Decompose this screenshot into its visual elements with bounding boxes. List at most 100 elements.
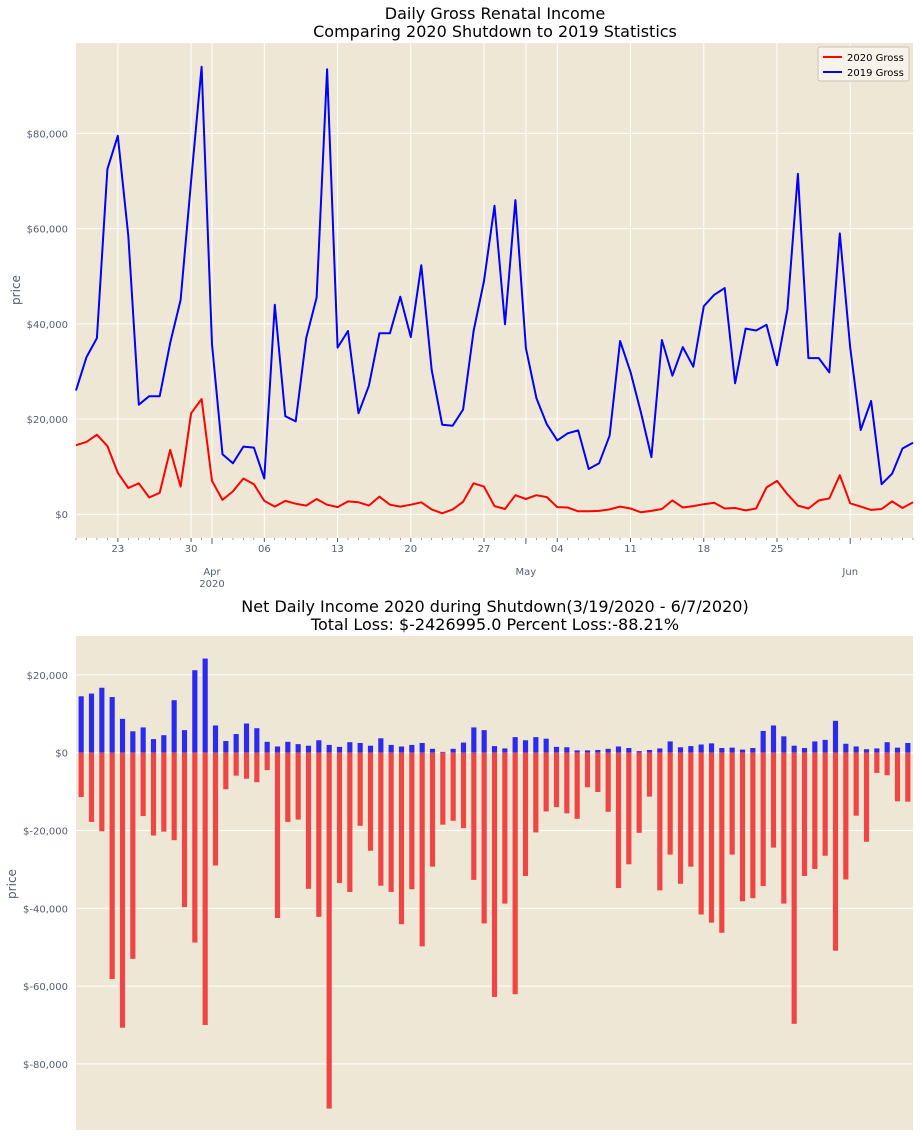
bar-positive — [264, 741, 270, 753]
line-x-tick-sublabel: 2020 — [199, 579, 224, 590]
bar-negative — [822, 752, 828, 856]
bar-negative — [812, 752, 818, 869]
bar-negative — [719, 752, 725, 933]
bar-negative — [739, 752, 746, 902]
bar-negative — [801, 752, 808, 876]
bar-negative — [398, 752, 405, 925]
bar-positive — [564, 747, 570, 753]
series-line-2019-gross — [75, 65, 914, 486]
bar-positive — [843, 743, 849, 753]
line-x-tick-label: May — [516, 567, 537, 578]
line-series-group — [75, 65, 914, 515]
bar-positive — [863, 749, 870, 753]
bar-positive — [522, 740, 529, 753]
bar-negative — [791, 752, 797, 1024]
bar-negative — [636, 752, 642, 833]
bar-positive — [419, 742, 425, 753]
bar-negative — [553, 752, 560, 808]
bar-y-tick-label: $-60,000 — [23, 982, 68, 993]
bar-positive — [729, 747, 735, 753]
bar-y-tick-label: $-40,000 — [23, 904, 68, 915]
bar-positive — [698, 744, 704, 753]
bar-negative — [243, 752, 250, 779]
bar-negative — [894, 752, 901, 802]
bar-positive — [119, 718, 126, 753]
bar-positive — [285, 741, 291, 753]
bar-negative — [853, 752, 859, 816]
line-gridlines — [76, 43, 913, 538]
bar-positive — [905, 742, 911, 753]
bar-positive — [874, 748, 880, 753]
bar-positive — [181, 730, 188, 753]
bar-negative — [667, 752, 673, 855]
line-x-tick-label: 30 — [185, 544, 198, 555]
bar-positive — [460, 742, 467, 753]
bar-negative — [88, 752, 95, 822]
bar-negative — [574, 752, 580, 819]
bar-negative — [543, 752, 549, 812]
bar-negative — [388, 752, 394, 892]
bar-negative — [429, 752, 436, 867]
bar-positive — [719, 748, 725, 753]
bar-positive — [481, 730, 487, 753]
bar-negative — [326, 752, 332, 1109]
line-x-tick-label: 20 — [404, 544, 417, 555]
bar-positive — [791, 745, 797, 753]
bar-positive — [274, 746, 281, 753]
line-x-tick-label: 25 — [771, 544, 784, 555]
bar-y-axis: $20,000 $0 $-20,000 $-40,000 $-60,000 $-80,00… — [23, 671, 68, 1071]
bar-negative — [181, 752, 188, 908]
line-y-tick-label: $0 — [55, 510, 68, 521]
bar-negative — [522, 752, 529, 876]
bar-positive — [491, 746, 498, 753]
bar-positive — [305, 745, 312, 753]
bar-positive — [295, 744, 301, 753]
bar-negative — [781, 752, 787, 904]
bar-positive — [636, 751, 642, 753]
bar-chart-subtitle: Total Loss: $-2426995.0 Percent Loss:-88… — [310, 615, 679, 634]
bar-positive — [192, 670, 198, 753]
bar-positive — [832, 720, 839, 753]
bar-positive — [202, 658, 208, 753]
bar-positive — [533, 737, 539, 753]
bar-positive — [316, 740, 322, 753]
bar-positive — [657, 748, 663, 753]
bar-positive — [223, 741, 229, 753]
bar-positive — [615, 746, 622, 753]
bar-negative — [863, 752, 870, 842]
bar-positive — [781, 736, 787, 753]
legend: 2020 Gross 2019 Gross — [817, 46, 910, 82]
bar-chart-title: Net Daily Income 2020 during Shutdown(3/… — [241, 597, 748, 616]
bar-positive — [171, 700, 177, 753]
bar-positive — [688, 746, 694, 753]
bar-positive — [140, 727, 146, 753]
bar-negative — [770, 752, 777, 848]
bar-positive — [233, 734, 239, 753]
bar-positive — [708, 743, 715, 753]
bar-negative — [99, 752, 105, 832]
bar-negative — [677, 752, 684, 884]
bar-y-tick-label: $20,000 — [27, 671, 68, 682]
line-x-tick-label: 06 — [258, 544, 271, 555]
bar-negative — [274, 752, 281, 918]
bar-negative — [357, 752, 363, 826]
bar-positive — [326, 744, 332, 753]
bar-negative — [626, 752, 632, 865]
series-line-2020-gross — [75, 398, 914, 515]
bar-negative — [202, 752, 208, 1025]
bar-negative — [440, 752, 446, 825]
line-x-tick-label: 13 — [331, 544, 344, 555]
bar-positive — [605, 748, 611, 753]
bar-positive — [801, 748, 808, 753]
line-y-axis-label: price — [9, 275, 23, 305]
line-x-tick-label: 27 — [478, 544, 491, 555]
bar-negative — [212, 752, 219, 866]
bar-negative — [832, 752, 839, 951]
line-y-tick-label: $80,000 — [27, 129, 68, 140]
line-chart: Daily Gross Renatal Income Comparing 202… — [9, 4, 914, 590]
bar-positive — [760, 730, 766, 753]
bar-positive — [212, 725, 219, 753]
bar-negative — [471, 752, 477, 880]
line-chart-title: Daily Gross Renatal Income — [385, 4, 605, 23]
